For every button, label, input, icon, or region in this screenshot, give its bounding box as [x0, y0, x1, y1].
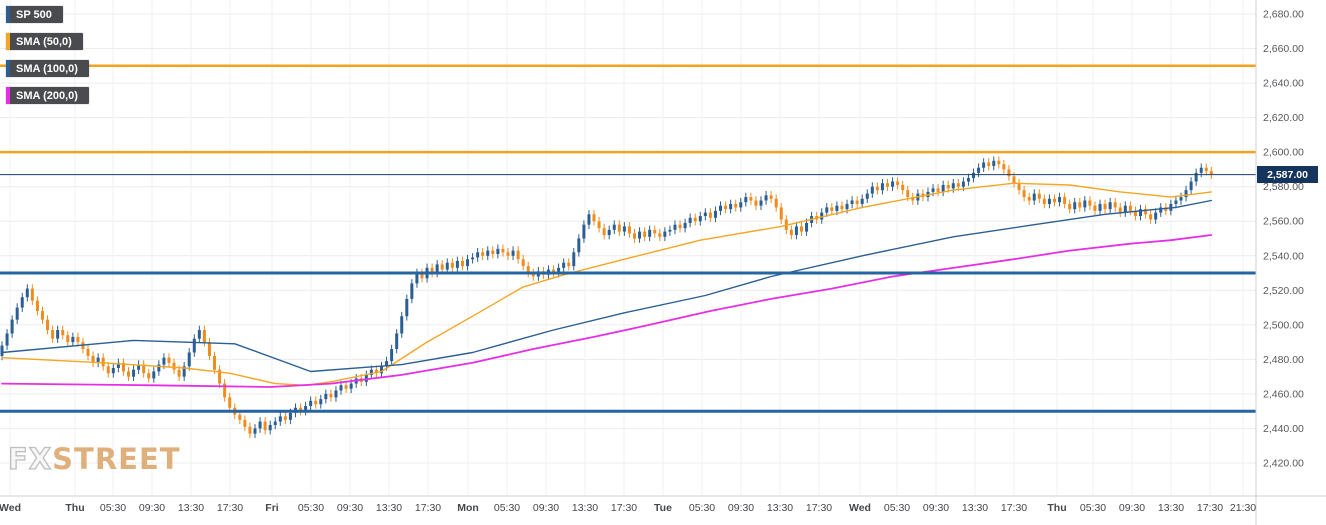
svg-text:17:30: 17:30 — [611, 502, 637, 514]
svg-text:09:30: 09:30 — [337, 502, 363, 514]
sma200-color-swatch — [6, 87, 10, 104]
svg-text:09:30: 09:30 — [533, 502, 559, 514]
svg-text:2,540.00: 2,540.00 — [1263, 250, 1304, 262]
svg-text:05:30: 05:30 — [884, 502, 910, 514]
svg-text:05:30: 05:30 — [494, 502, 520, 514]
svg-text:13:30: 13:30 — [962, 502, 988, 514]
candlestick-series — [0, 156, 1213, 438]
svg-text:05:30: 05:30 — [100, 502, 126, 514]
svg-text:2,580.00: 2,580.00 — [1263, 181, 1304, 193]
x-axis-labels[interactable]: Wed Thu 05:30 09:30 13:30 17:30 Fri 05:30 09:30 1… — [0, 502, 1256, 514]
legend-label-sma100: SMA (100,0) — [16, 62, 78, 75]
svg-text:2,460.00: 2,460.00 — [1263, 388, 1304, 400]
svg-text:Thu: Thu — [1047, 502, 1066, 514]
svg-text:17:30: 17:30 — [1001, 502, 1027, 514]
legend-item-sma50[interactable]: SMA (50,0) — [6, 33, 83, 50]
svg-text:2,660.00: 2,660.00 — [1263, 43, 1304, 55]
sma100-color-swatch — [6, 60, 10, 77]
legend-item-sma200[interactable]: SMA (200,0) — [6, 87, 89, 104]
svg-text:09:30: 09:30 — [728, 502, 754, 514]
svg-text:17:30: 17:30 — [1197, 502, 1223, 514]
svg-text:17:30: 17:30 — [415, 502, 441, 514]
fxstreet-watermark: FX STREET — [7, 441, 181, 476]
svg-text:17:30: 17:30 — [806, 502, 832, 514]
svg-text:2,420.00: 2,420.00 — [1263, 458, 1304, 470]
svg-text:2,520.00: 2,520.00 — [1263, 285, 1304, 297]
y-axis-labels[interactable]: 2,420.00 2,440.00 2,460.00 2,480.00 2,500.00… — [1263, 9, 1304, 470]
svg-text:09:30: 09:30 — [1119, 502, 1145, 514]
legend: SP 500 SMA (50,0) SMA (100,0) SMA (200,0… — [6, 6, 89, 104]
price-level-lines — [0, 64, 1256, 413]
svg-text:13:30: 13:30 — [572, 502, 598, 514]
sp500-color-swatch — [6, 6, 10, 23]
svg-text:2,680.00: 2,680.00 — [1263, 9, 1304, 21]
svg-text:2,600.00: 2,600.00 — [1263, 147, 1304, 159]
svg-text:Fri: Fri — [265, 502, 279, 514]
legend-label-sma200: SMA (200,0) — [16, 89, 78, 102]
svg-text:2,560.00: 2,560.00 — [1263, 216, 1304, 228]
svg-text:05:30: 05:30 — [1080, 502, 1106, 514]
watermark-fx-text: FX — [7, 441, 53, 476]
legend-label-sma50: SMA (50,0) — [16, 35, 72, 48]
svg-text:2,640.00: 2,640.00 — [1263, 78, 1304, 90]
svg-text:Wed: Wed — [849, 502, 871, 514]
legend-item-sp500[interactable]: SP 500 — [6, 6, 63, 23]
svg-text:2,440.00: 2,440.00 — [1263, 423, 1304, 435]
svg-text:Thu: Thu — [65, 502, 84, 514]
svg-text:05:30: 05:30 — [298, 502, 324, 514]
svg-text:21:30: 21:30 — [1230, 502, 1256, 514]
gridlines — [0, 0, 1256, 496]
svg-text:13:30: 13:30 — [1158, 502, 1184, 514]
watermark-street-text: STREET — [52, 442, 181, 476]
svg-text:05:30: 05:30 — [689, 502, 715, 514]
svg-text:Wed: Wed — [0, 502, 21, 514]
last-price-tag: 2,587.00 — [1257, 166, 1318, 184]
svg-text:09:30: 09:30 — [139, 502, 165, 514]
legend-item-sma100[interactable]: SMA (100,0) — [6, 60, 89, 77]
legend-label-sp500: SP 500 — [16, 8, 52, 21]
svg-text:13:30: 13:30 — [767, 502, 793, 514]
svg-text:Tue: Tue — [654, 502, 672, 514]
svg-text:13:30: 13:30 — [178, 502, 204, 514]
sma-lines — [1, 182, 1213, 388]
svg-text:17:30: 17:30 — [217, 502, 243, 514]
svg-text:09:30: 09:30 — [923, 502, 949, 514]
svg-text:2,480.00: 2,480.00 — [1263, 354, 1304, 366]
svg-text:13:30: 13:30 — [376, 502, 402, 514]
sma50-color-swatch — [6, 33, 10, 50]
svg-text:2,620.00: 2,620.00 — [1263, 112, 1304, 124]
svg-text:Mon: Mon — [457, 502, 479, 514]
svg-text:2,500.00: 2,500.00 — [1263, 319, 1304, 331]
